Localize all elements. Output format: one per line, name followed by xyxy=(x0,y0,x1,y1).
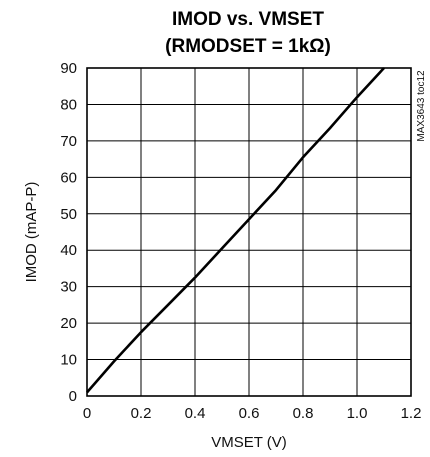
y-axis-label: IMOD (mAP-P) xyxy=(23,182,40,283)
y-tick-label: 70 xyxy=(60,133,77,150)
y-tick-label: 90 xyxy=(60,60,77,77)
y-tick-label: 40 xyxy=(60,242,77,259)
x-tick-label: 1.0 xyxy=(347,405,368,422)
chart-title: IMOD vs. VMSET xyxy=(172,9,324,30)
x-axis-label: VMSET (V) xyxy=(211,434,287,451)
y-tick-label: 10 xyxy=(60,352,77,369)
y-tick-labels: 0 10 20 30 40 50 60 70 80 90 xyxy=(60,60,77,405)
y-tick-label: 60 xyxy=(60,169,77,186)
y-tick-label: 50 xyxy=(60,206,77,223)
y-tick-label: 0 xyxy=(69,388,77,405)
x-tick-label: 0.2 xyxy=(131,405,152,422)
x-tick-label: 1.2 xyxy=(401,405,422,422)
grid xyxy=(87,68,411,396)
y-tick-label: 80 xyxy=(60,96,77,113)
y-tick-label: 30 xyxy=(60,279,77,296)
x-tick-labels: 0 0.2 0.4 0.6 0.8 1.0 1.2 xyxy=(83,405,422,422)
side-note: MAX3643 toc12 xyxy=(416,70,427,142)
x-tick-label: 0 xyxy=(83,405,91,422)
chart-subtitle: (RMODSET = 1kΩ) xyxy=(165,36,331,57)
series-line xyxy=(86,67,385,394)
y-tick-label: 20 xyxy=(60,315,77,332)
x-tick-label: 0.6 xyxy=(239,405,260,422)
x-tick-label: 0.4 xyxy=(185,405,206,422)
x-tick-label: 0.8 xyxy=(293,405,314,422)
series-group xyxy=(86,67,385,394)
